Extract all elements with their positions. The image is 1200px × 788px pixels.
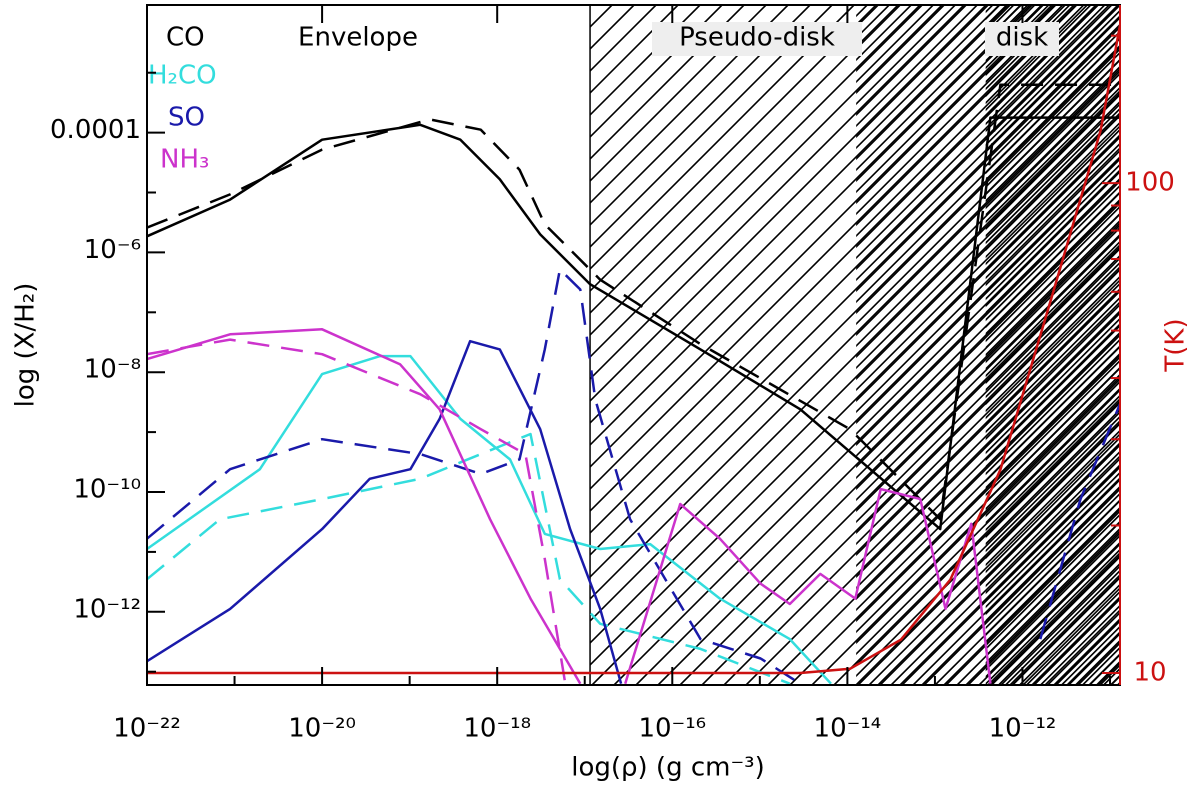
species-line (147, 116, 1120, 531)
hatch (590, 5, 1120, 685)
species-line (147, 328, 992, 685)
y-tick-label: 10⁻¹⁰ (73, 475, 141, 505)
region-label: disk (996, 23, 1048, 53)
species-line (147, 354, 832, 685)
label-background (985, 22, 1059, 56)
y-axis-label: log (X/H₂) (11, 283, 41, 408)
y-tick-label: 10⁻¹² (73, 594, 141, 624)
species-line (147, 338, 567, 684)
species-line (147, 83, 1120, 521)
x-tick-label: 10⁻¹⁶ (638, 714, 706, 744)
y2-tick-label: 10 (1133, 657, 1166, 687)
y-tick-label: 0.0001 (50, 115, 141, 145)
legend-entry: NH₃ (160, 145, 209, 175)
y-tick-label: 10⁻⁸ (84, 355, 141, 385)
y2-tick-label: 100 (1125, 168, 1175, 198)
temperature-line (147, 25, 1120, 675)
region-label: Pseudo-disk (679, 23, 835, 53)
legend-entry: H₂CO (148, 61, 217, 91)
species-line (147, 339, 623, 685)
legend-entry: SO (168, 103, 205, 133)
y2-axis-label: T(K) (1161, 318, 1191, 372)
legend-entry: CO (166, 23, 205, 53)
curves (147, 25, 1120, 685)
x-tick-label: 10⁻²⁰ (288, 714, 356, 744)
label-background (652, 22, 862, 56)
hatch-layer (589, 5, 1120, 685)
x-tick-label: 10⁻¹² (989, 714, 1057, 744)
species-line (147, 268, 1120, 685)
hatch (985, 5, 1120, 685)
x-tick-label: 10⁻¹⁸ (463, 714, 531, 744)
x-tick-label: 10⁻¹⁴ (814, 714, 882, 744)
region-label: Envelope (298, 23, 418, 53)
x-tick-label: 10⁻²² (113, 714, 181, 744)
y-tick-label: 10⁻⁶ (84, 235, 141, 265)
x-axis-label: log(ρ) (g cm⁻³) (571, 753, 765, 783)
